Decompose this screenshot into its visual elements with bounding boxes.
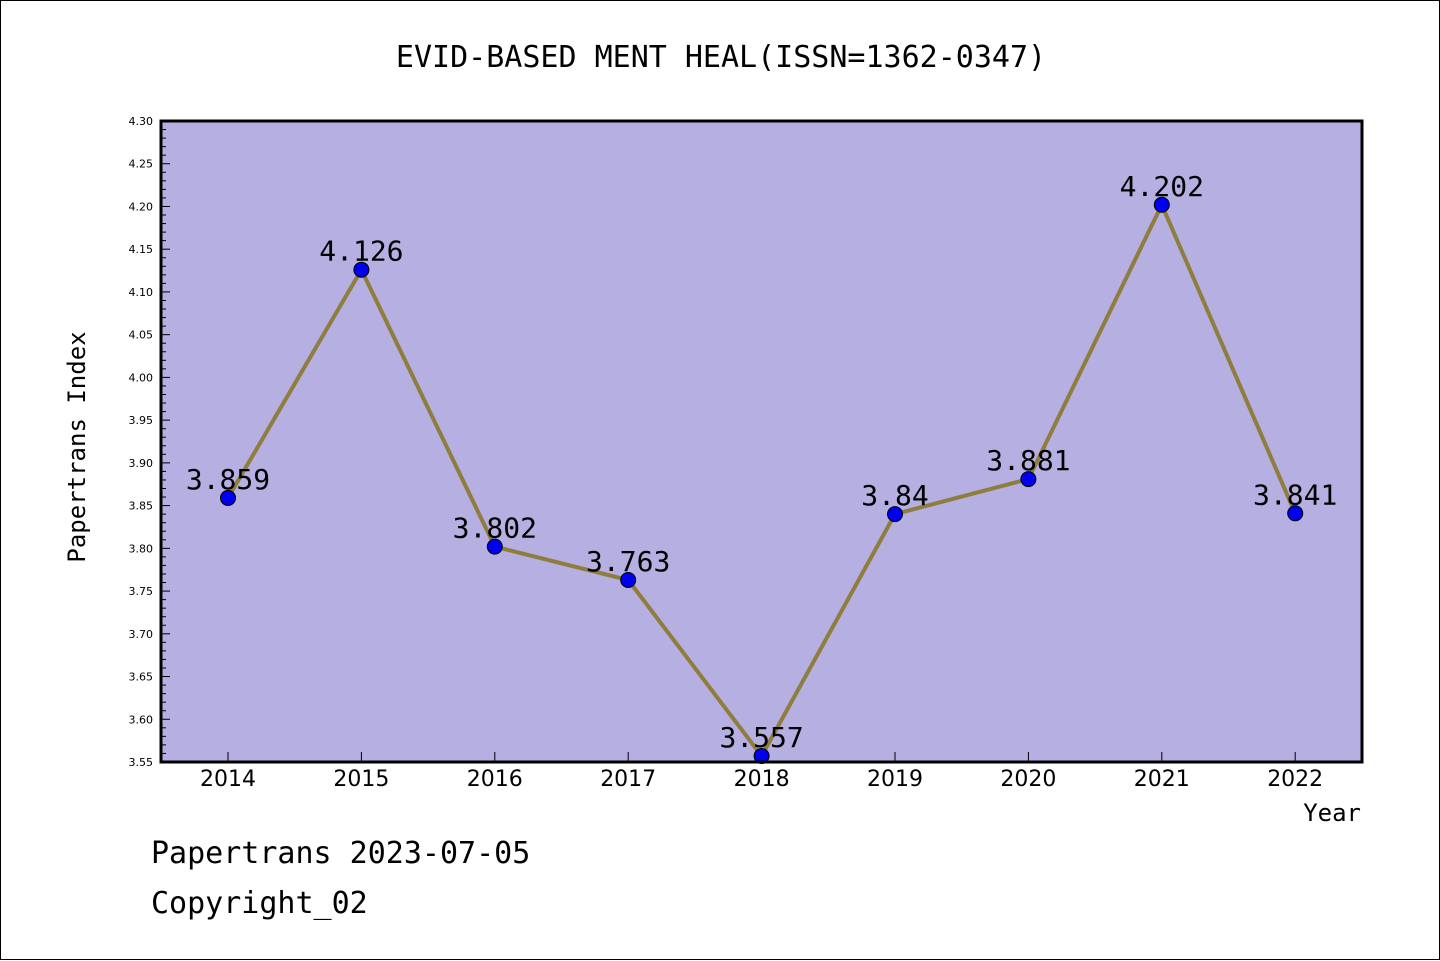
y-tick-label: 3.85 [129,500,154,513]
y-tick-label: 4.00 [129,371,154,384]
plot-border [159,119,1364,764]
data-points [220,196,1304,765]
y-tick-label: 4.25 [129,158,154,171]
y-tick-label: 3.60 [129,713,154,726]
data-point [753,748,770,765]
x-tick-label: 2022 [1267,767,1323,792]
data-label: 4.126 [319,235,403,268]
x-axis-label: Year [1303,799,1361,827]
data-point [220,489,236,506]
y-tick-label: 3.75 [129,585,154,598]
footer-copyright: Copyright_02 [151,886,368,921]
data-label: 3.557 [719,721,803,754]
footer-date: Papertrans 2023-07-05 [151,836,531,871]
data-label: 3.859 [186,463,270,496]
y-tick-label: 4.20 [129,200,154,213]
data-label: 3.881 [986,444,1070,477]
y-tick-label: 4.05 [129,329,154,342]
y-tick-label: 3.55 [129,756,154,769]
y-tick-label: 3.90 [129,457,154,470]
plot-area [161,121,1362,762]
chart-title: EVID-BASED MENT HEAL(ISSN=1362-0347) [396,40,1046,75]
x-tick-label: 2020 [1000,767,1056,792]
y-tick-label: 4.15 [129,243,154,256]
x-tick-label: 2014 [200,767,256,792]
data-label: 3.841 [1253,478,1337,511]
data-point [1153,196,1170,213]
data-point [486,538,503,555]
data-label: 4.202 [1120,170,1204,203]
x-tick-label: 2021 [1134,767,1190,792]
data-label: 3.763 [586,545,670,578]
data-label: 3.802 [453,512,537,545]
data-labels: 3.859 4.126 3.802 3.763 3.557 3.84 3.881 4.202 3… [186,170,1337,754]
y-tick-label: 3.95 [129,414,154,427]
x-tick-label: 2017 [600,767,656,792]
x-axis-ticks: 2014 2015 2016 2017 2018 2019 2020 2021 2022 [200,752,1323,792]
x-tick-label: 2019 [867,767,923,792]
data-point [353,261,370,278]
x-tick-label: 2016 [467,767,523,792]
x-tick-label: 2018 [734,767,790,792]
y-tick-label: 4.30 [129,115,154,128]
data-point [620,571,637,588]
y-tick-label: 3.80 [129,542,154,555]
data-point [887,506,903,523]
x-tick-label: 2015 [333,767,389,792]
data-point [1287,505,1304,522]
y-axis-label: Papertrans Index [63,331,91,562]
data-point [1020,471,1037,488]
y-tick-label: 3.65 [129,671,154,684]
y-tick-label: 3.70 [129,628,154,641]
data-label: 3.84 [861,479,928,512]
y-tick-label: 4.10 [129,286,154,299]
